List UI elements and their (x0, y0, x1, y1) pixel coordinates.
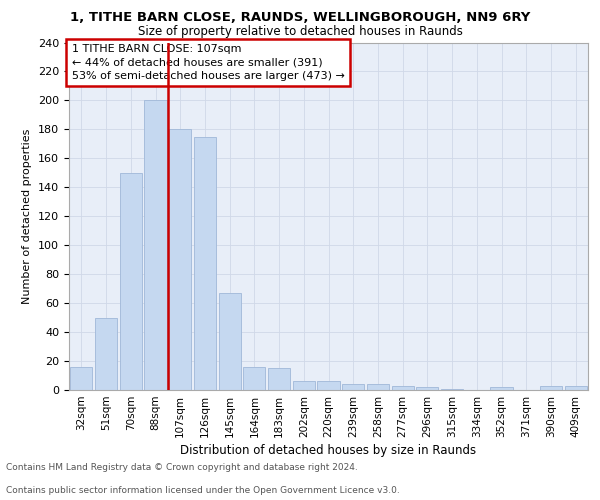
Bar (243, 367, 265, 390)
Bar (342, 384, 364, 390)
Y-axis label: Number of detached properties: Number of detached properties (22, 128, 32, 304)
Bar (145, 100, 167, 390)
Text: 1 TITHE BARN CLOSE: 107sqm
← 44% of detached houses are smaller (391)
53% of sem: 1 TITHE BARN CLOSE: 107sqm ← 44% of deta… (71, 44, 344, 80)
Bar (194, 136, 216, 390)
Text: Contains public sector information licensed under the Open Government Licence v3: Contains public sector information licen… (6, 486, 400, 495)
Bar (293, 382, 315, 390)
Bar (317, 382, 340, 390)
Bar (95, 318, 117, 390)
Text: 1, TITHE BARN CLOSE, RAUNDS, WELLINGBOROUGH, NN9 6RY: 1, TITHE BARN CLOSE, RAUNDS, WELLINGBORO… (70, 11, 530, 24)
Bar (367, 384, 389, 390)
Bar (169, 130, 191, 390)
Bar (268, 368, 290, 390)
Bar (119, 173, 142, 390)
Bar (565, 386, 587, 390)
Bar (490, 387, 512, 390)
Text: Contains HM Land Registry data © Crown copyright and database right 2024.: Contains HM Land Registry data © Crown c… (6, 464, 358, 472)
Bar (70, 367, 92, 390)
Bar (441, 388, 463, 390)
Bar (416, 387, 439, 390)
Text: Size of property relative to detached houses in Raunds: Size of property relative to detached ho… (137, 25, 463, 38)
Bar (392, 386, 414, 390)
X-axis label: Distribution of detached houses by size in Raunds: Distribution of detached houses by size … (181, 444, 476, 457)
Bar (540, 386, 562, 390)
Bar (218, 293, 241, 390)
